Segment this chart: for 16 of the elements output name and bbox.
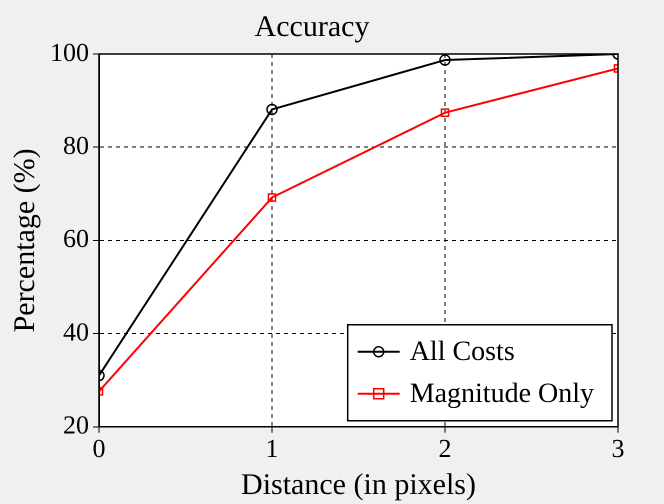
y-axis-title: Percentage (%) bbox=[8, 148, 41, 332]
x-tick-label: 3 bbox=[612, 434, 624, 464]
x-tick-label: 0 bbox=[92, 434, 106, 464]
x-axis-title: Distance (in pixels) bbox=[241, 468, 476, 501]
y-tick-label: 40 bbox=[63, 317, 89, 346]
point bbox=[439, 54, 451, 66]
chart-title: Accuracy bbox=[254, 10, 370, 43]
point bbox=[266, 104, 278, 116]
y-tick-label: 80 bbox=[63, 131, 89, 160]
x-tick-label: 1 bbox=[266, 434, 278, 464]
x-tick-label: 2 bbox=[438, 434, 452, 464]
legend-label: Magnitude Only bbox=[410, 378, 594, 410]
legend-label: All Costs bbox=[410, 336, 515, 368]
y-tick-label: 60 bbox=[63, 224, 89, 254]
y-tick-label: 100 bbox=[50, 38, 89, 67]
y-tick-label: 20 bbox=[63, 410, 89, 440]
